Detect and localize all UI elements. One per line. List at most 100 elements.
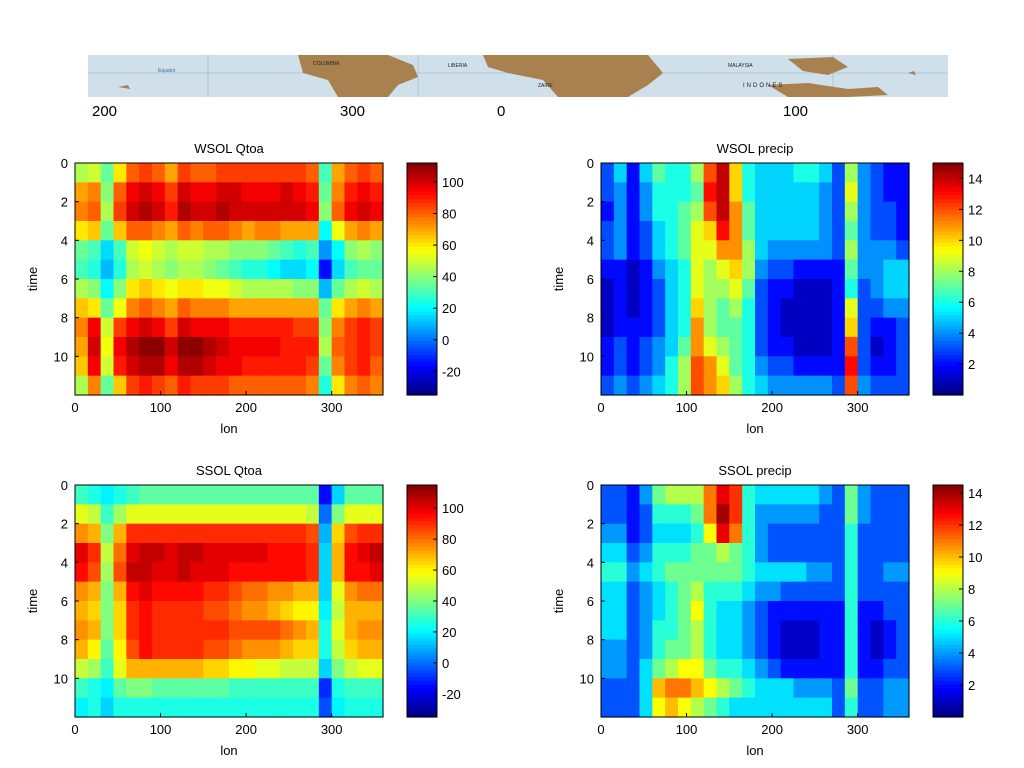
heatmap-cell xyxy=(241,337,256,357)
heatmap-cell xyxy=(755,504,769,525)
heatmap-cell xyxy=(844,279,859,299)
heatmap-cell xyxy=(177,163,192,183)
colorbar-segment xyxy=(933,492,963,497)
y-tick-label: 8 xyxy=(587,311,594,326)
map-lon-tick: 300 xyxy=(340,103,366,120)
heatmap-cell xyxy=(318,240,333,261)
colorbar-segment xyxy=(407,347,437,353)
colorbar-frame xyxy=(932,162,964,396)
colorbar-segment xyxy=(933,532,963,537)
heatmap-cell xyxy=(755,375,769,396)
heatmap-cell xyxy=(806,504,820,525)
heatmap-cell xyxy=(126,697,140,718)
heatmap-cell xyxy=(703,639,718,660)
heatmap-cell xyxy=(819,523,833,544)
heatmap-cell xyxy=(742,601,756,621)
heatmap-cell xyxy=(767,678,782,699)
heatmap-cell xyxy=(126,356,140,377)
heatmap-cell xyxy=(203,562,217,583)
heatmap-cell xyxy=(639,485,653,505)
heatmap-cell xyxy=(819,163,833,183)
colorbar-segment xyxy=(407,246,437,251)
heatmap-cell xyxy=(306,639,320,660)
heatmap-cell xyxy=(267,697,281,718)
colorbar-segment xyxy=(407,702,437,707)
heatmap-cell xyxy=(767,562,782,583)
heatmap-cell xyxy=(639,562,653,583)
heatmap-cell xyxy=(690,562,705,583)
colorbar-segment xyxy=(933,210,963,215)
heatmap-cell xyxy=(177,259,192,280)
heatmap-cell xyxy=(152,620,166,641)
heatmap-cell xyxy=(639,639,653,660)
plot-title: WSOL Qtoa xyxy=(194,141,264,156)
heatmap-cell xyxy=(75,337,89,357)
heatmap-cell xyxy=(100,163,115,183)
heatmap-cell xyxy=(819,485,833,505)
heatmap-cell xyxy=(703,678,718,699)
heatmap-cell xyxy=(870,201,884,222)
heatmap-cell xyxy=(819,259,833,280)
heatmap-cell xyxy=(703,279,718,299)
colorbar-segment xyxy=(407,268,437,273)
heatmap-cell xyxy=(87,639,102,660)
heatmap-cell xyxy=(254,337,269,357)
heatmap-cell xyxy=(806,337,820,357)
heatmap-cell xyxy=(254,259,269,280)
heatmap-cell xyxy=(331,504,346,525)
colorbar-segment xyxy=(407,376,437,382)
heatmap-cell xyxy=(780,678,795,699)
colorbar-segment xyxy=(407,264,437,269)
heatmap-cell xyxy=(896,317,910,338)
heatmap-cell xyxy=(203,240,217,261)
colorbar-segment xyxy=(407,177,437,182)
heatmap-cell xyxy=(601,504,615,525)
heatmap-cell xyxy=(357,240,371,261)
heatmap-cell xyxy=(190,317,204,338)
heatmap-cell xyxy=(113,317,127,338)
heatmap-cell xyxy=(819,240,833,261)
heatmap-cell xyxy=(139,356,153,377)
colorbar-segment xyxy=(407,279,437,284)
heatmap-cell xyxy=(755,620,769,641)
heatmap-cell xyxy=(742,697,756,718)
colorbar-segment xyxy=(933,326,963,331)
heatmap-cell xyxy=(177,317,192,338)
heatmap-cell xyxy=(601,182,615,203)
heatmap-cell xyxy=(75,543,89,563)
heatmap-cell xyxy=(652,639,666,660)
heatmap-cell xyxy=(870,601,884,621)
heatmap-cell xyxy=(370,581,384,602)
colorbar-segment xyxy=(407,300,437,305)
heatmap-cell xyxy=(678,601,692,621)
heatmap-cell xyxy=(139,201,153,222)
heatmap-cell xyxy=(716,543,730,563)
heatmap-cell xyxy=(357,620,371,641)
heatmap-cell xyxy=(767,298,782,319)
heatmap-cell xyxy=(241,279,256,299)
heatmap-cell xyxy=(87,375,102,396)
colorbar-segment xyxy=(407,282,437,287)
heatmap-cell xyxy=(806,485,820,505)
colorbar-segment xyxy=(407,651,437,656)
colorbar-tick-label: 6 xyxy=(968,295,975,310)
heatmap-cell xyxy=(896,601,910,621)
heatmap-cell xyxy=(254,697,269,718)
heatmap-cell xyxy=(883,601,897,621)
colorbar-segment xyxy=(933,691,963,696)
heatmap-cell xyxy=(216,317,230,338)
heatmap-cell xyxy=(100,523,115,544)
heatmap-cell xyxy=(177,337,192,357)
heatmap-cell xyxy=(100,259,115,280)
heatmap-cell xyxy=(806,601,820,621)
heatmap-cell xyxy=(626,678,641,699)
heatmap-cell xyxy=(216,375,230,396)
colorbar-segment xyxy=(407,659,437,664)
colorbar-segment xyxy=(933,597,963,602)
heatmap-cell xyxy=(716,163,730,183)
heatmap-cell xyxy=(729,601,743,621)
heatmap-cell xyxy=(626,523,641,544)
colorbar-segment xyxy=(933,564,963,569)
heatmap-cell xyxy=(857,697,872,718)
heatmap-cell xyxy=(703,163,718,183)
